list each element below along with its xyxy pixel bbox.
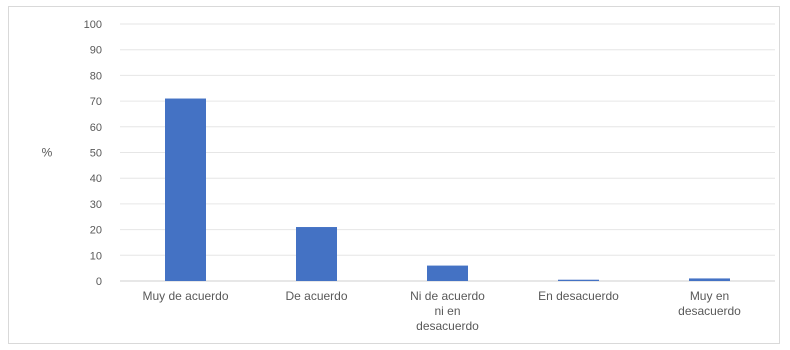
bar (427, 265, 468, 281)
x-axis-category-labels: Muy de acuerdo De acuerdo Ni de acuerdo ni … (142, 289, 741, 333)
chart-frame (8, 6, 780, 344)
y-axis-ticks: 0 10 20 30 40 50 60 70 80 90 100 (84, 19, 102, 288)
y-tick-label: 40 (90, 173, 102, 185)
x-category-label: Muy de acuerdo (142, 289, 228, 303)
y-tick-label: 70 (90, 96, 102, 108)
bar (689, 278, 730, 281)
y-tick-label: 0 (96, 276, 102, 288)
bar (558, 279, 599, 281)
y-tick-label: 50 (90, 148, 102, 160)
y-tick-label: 20 (90, 225, 102, 237)
y-tick-label: 90 (90, 45, 102, 57)
y-tick-label: 30 (90, 199, 102, 211)
y-tick-label: 100 (84, 19, 102, 31)
bars (165, 98, 730, 281)
y-tick-label: 80 (90, 70, 102, 82)
bar (165, 98, 206, 281)
x-category-label: Muy en desacuerdo (678, 289, 741, 318)
y-tick-label: 60 (90, 122, 102, 134)
gridlines (120, 23, 775, 282)
bar (296, 227, 337, 281)
y-tick-label: 10 (90, 250, 102, 262)
x-category-label: En desacuerdo (538, 289, 619, 303)
x-category-label: Ni de acuerdo ni en desacuerdo (410, 289, 485, 333)
x-category-label: De acuerdo (285, 289, 347, 303)
y-axis-label: % (42, 146, 53, 160)
